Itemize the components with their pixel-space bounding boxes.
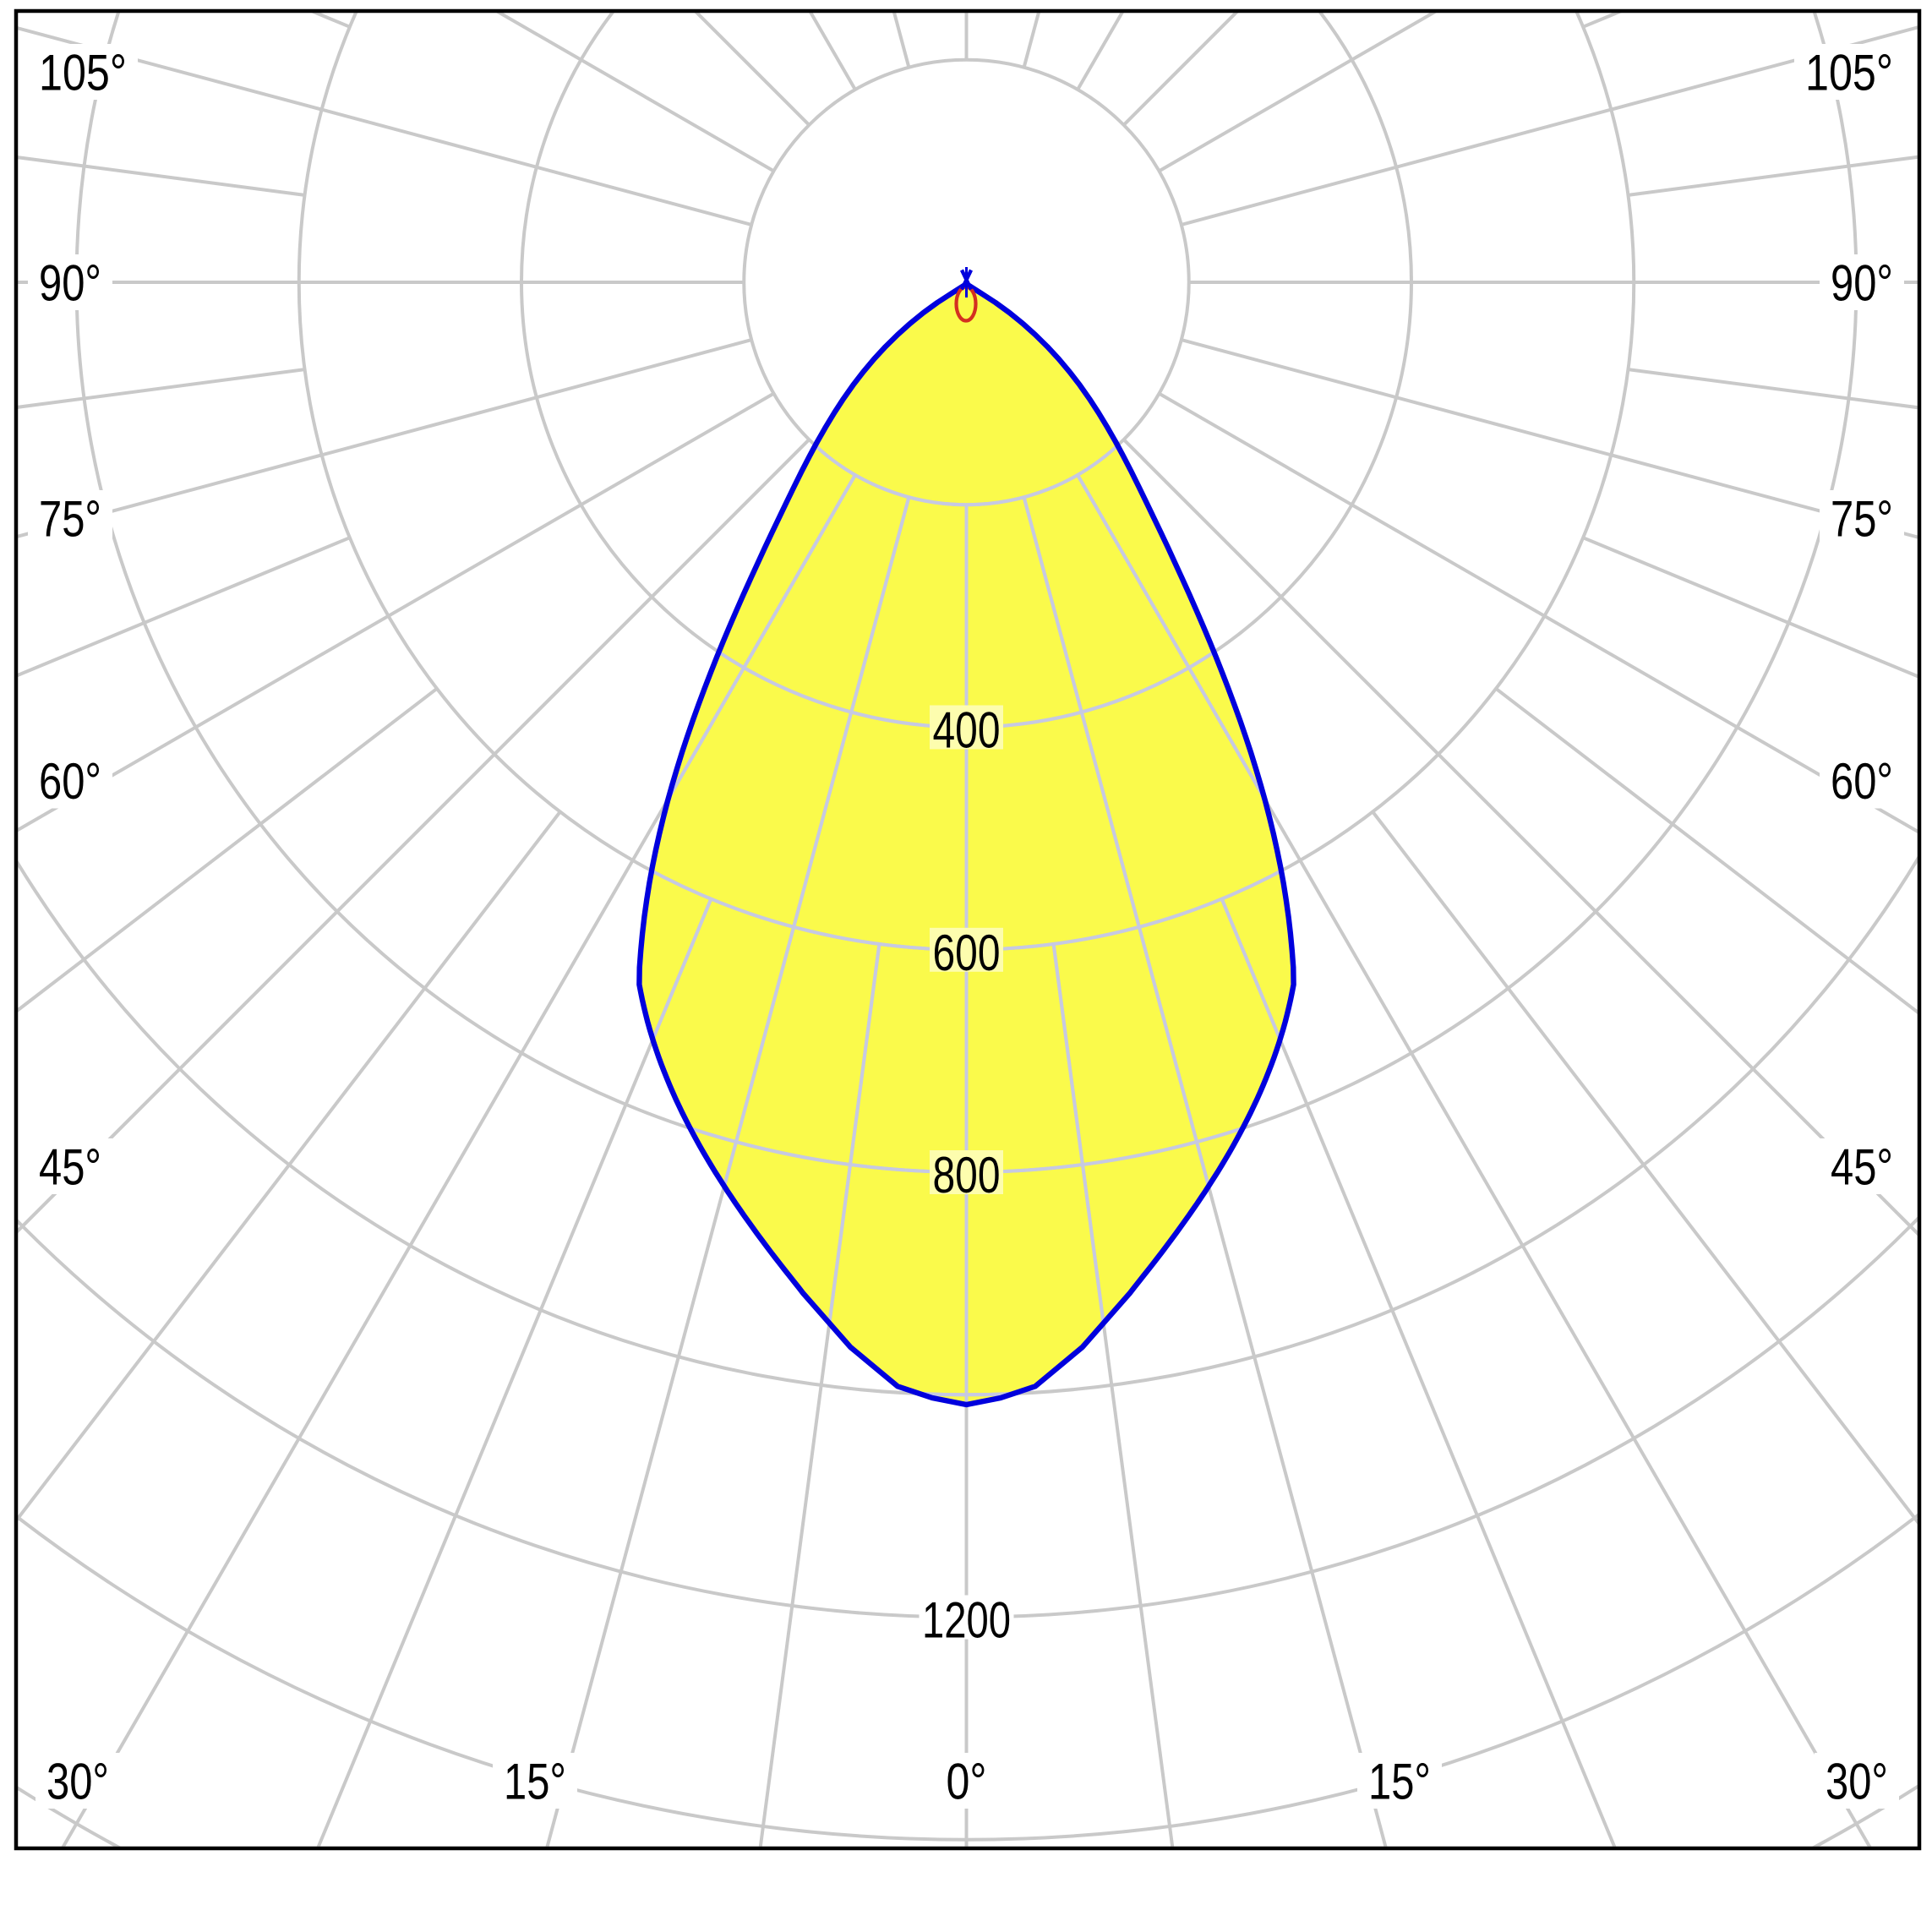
svg-text:60°: 60° xyxy=(39,753,101,810)
svg-text:75°: 75° xyxy=(39,491,101,548)
svg-text:15°: 15° xyxy=(1368,1754,1431,1810)
svg-text:90°: 90° xyxy=(39,255,101,312)
svg-text:45°: 45° xyxy=(39,1139,101,1196)
svg-text:75°: 75° xyxy=(1831,491,1893,548)
svg-text:30°: 30° xyxy=(1826,1754,1888,1810)
svg-text:90°: 90° xyxy=(1831,255,1893,312)
svg-text:30°: 30° xyxy=(46,1754,109,1810)
svg-text:45°: 45° xyxy=(1831,1139,1893,1196)
svg-text:105°: 105° xyxy=(39,45,127,101)
svg-text:105°: 105° xyxy=(1805,45,1893,101)
svg-text:600: 600 xyxy=(933,925,1001,981)
svg-text:800: 800 xyxy=(933,1147,1001,1203)
svg-text:0°: 0° xyxy=(947,1754,987,1810)
svg-text:1200: 1200 xyxy=(922,1592,1011,1649)
svg-text:400: 400 xyxy=(933,702,1001,759)
svg-text:60°: 60° xyxy=(1831,753,1893,810)
svg-text:15°: 15° xyxy=(504,1754,566,1810)
